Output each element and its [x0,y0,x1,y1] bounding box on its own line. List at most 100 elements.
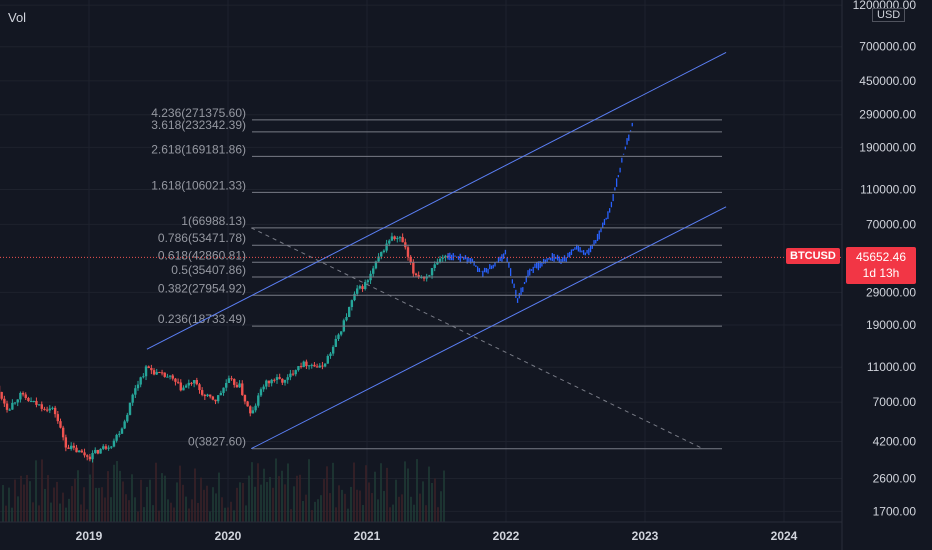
volume-bar [149,479,151,522]
y-tick-label: 7000.00 [873,395,917,409]
candle-body [69,445,73,449]
candle-body [203,394,207,397]
candle-body [251,410,255,414]
candle-body [115,434,118,441]
volume-bar [176,482,178,522]
volume-bar [398,496,400,522]
candle-body [187,382,190,386]
candle-body [80,450,84,453]
candle-body [67,447,70,449]
candle-body [339,331,343,335]
volume-bar [335,507,337,522]
candle-body [75,447,78,453]
y-tick-label: 29000.00 [866,285,916,299]
candle-body [182,387,185,391]
volume-bar [98,487,100,522]
volume-bar [80,504,82,522]
candle-body [310,364,313,366]
y-tick-label: 2600.00 [873,472,917,486]
y-tick-label: 1700.00 [873,504,917,518]
volume-bar [272,487,274,522]
volume-bar [368,482,370,522]
candle-body [16,399,19,403]
volume-bar [92,459,94,522]
volume-bar [233,510,235,522]
volume-bar [203,489,205,522]
volume-bar [287,463,289,522]
volume-bar [311,510,313,522]
volume-bar [173,507,175,522]
candle-body [214,399,217,402]
candle-body [275,377,279,380]
candle-body [131,394,134,403]
candle-body [126,414,129,422]
x-axis-ticks: 2019 2020 2021 2022 2023 2024 [76,529,798,543]
candle-body [406,247,410,257]
candle-body [420,277,423,279]
candle-body [246,401,249,407]
candle-body [32,400,35,402]
candle-body [259,389,263,396]
candle-body [179,382,182,391]
candle-body [307,365,311,367]
volume-bar [383,490,385,522]
candle-body [377,256,380,262]
volume-bar [377,499,379,522]
candle-body [396,238,399,240]
volume-bar [308,459,310,522]
currency-label[interactable]: USD [872,8,906,22]
volume-bar [359,490,361,522]
candle-body [254,405,257,411]
volume-bar [323,479,325,522]
volume-bar [260,484,262,522]
candle-body [51,407,54,409]
candle-body [77,450,81,453]
volume-bar [410,496,412,522]
volume-bar [44,488,46,522]
candle-body [436,262,439,265]
y-tick-label: 4200.00 [873,435,917,449]
volume-bar [26,475,28,522]
volume-bar [5,505,7,522]
candle-body [238,383,241,388]
volume-bar [275,458,277,522]
candle-body [211,396,215,400]
fib-label-1: 1(66988.13) [181,214,246,228]
dashed-trend-line [250,227,704,450]
candle-body [150,368,153,371]
candle-body [227,378,231,383]
volume-bar [224,507,226,522]
volume-bar [281,470,283,522]
volume-bar [419,493,421,522]
y-tick-label: 11000.00 [867,360,916,374]
volume-bar [134,497,136,522]
volume-bar [8,487,10,522]
volume-bar [29,481,31,522]
volume-bar [347,508,349,522]
candle-body [48,408,51,411]
volume-bar [284,484,286,522]
candle-body [265,380,268,387]
fib-label-0: 0(3827.60) [188,435,246,449]
candle-body [241,383,244,395]
candle-body [315,366,319,368]
volume-bar [35,460,37,522]
volume-bar [179,465,181,522]
y-tick-label: 190000.00 [859,140,916,154]
candle-body [267,380,271,384]
candle-body [364,282,367,289]
volume-bar [164,475,166,522]
candle-body [329,353,332,356]
candle-body [152,370,156,375]
candle-body [13,402,17,404]
candle-body [40,404,43,409]
volume-bar [56,481,58,522]
volume-bar [197,502,199,522]
y-axis-ticks: 1200000.00700000.00450000.00290000.00190… [853,0,917,518]
candle-body [83,452,86,456]
volume-bar [251,462,253,522]
volume-bar [413,504,415,522]
candle-body [334,338,338,347]
candle-body [347,307,351,317]
